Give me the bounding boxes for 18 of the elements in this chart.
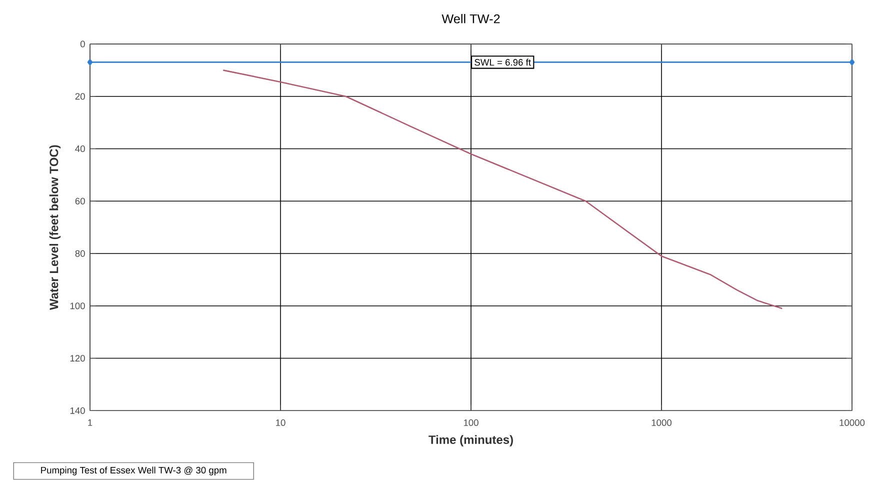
x-tick-label: 10000 (840, 419, 865, 426)
y-tick-label: 100 (70, 302, 85, 310)
x-axis-title: Time (minutes) (428, 435, 513, 446)
y-tick-label: 140 (70, 407, 85, 414)
y-tick-label: 0 (80, 40, 85, 48)
x-tick-label: 1 (88, 419, 92, 426)
chart-title: Well TW-2 (442, 14, 500, 24)
y-tick-label: 80 (75, 250, 85, 257)
y-tick-label: 120 (70, 354, 85, 362)
x-tick-label: 100 (464, 419, 478, 426)
y-tick-label: 60 (75, 198, 85, 204)
y-tick-label: 20 (75, 93, 85, 100)
annotation: SWL = 6.96 ft (474, 58, 531, 66)
x-tick-label: 10 (276, 419, 286, 426)
text: Pumping Test of Essex Well TW-3 @ 30 gpm (41, 466, 226, 476)
y-axis-title: Water Level (feet below TOC) (49, 145, 61, 310)
y-tick-label: 40 (75, 145, 85, 152)
x-tick-label: 1000 (652, 419, 672, 426)
